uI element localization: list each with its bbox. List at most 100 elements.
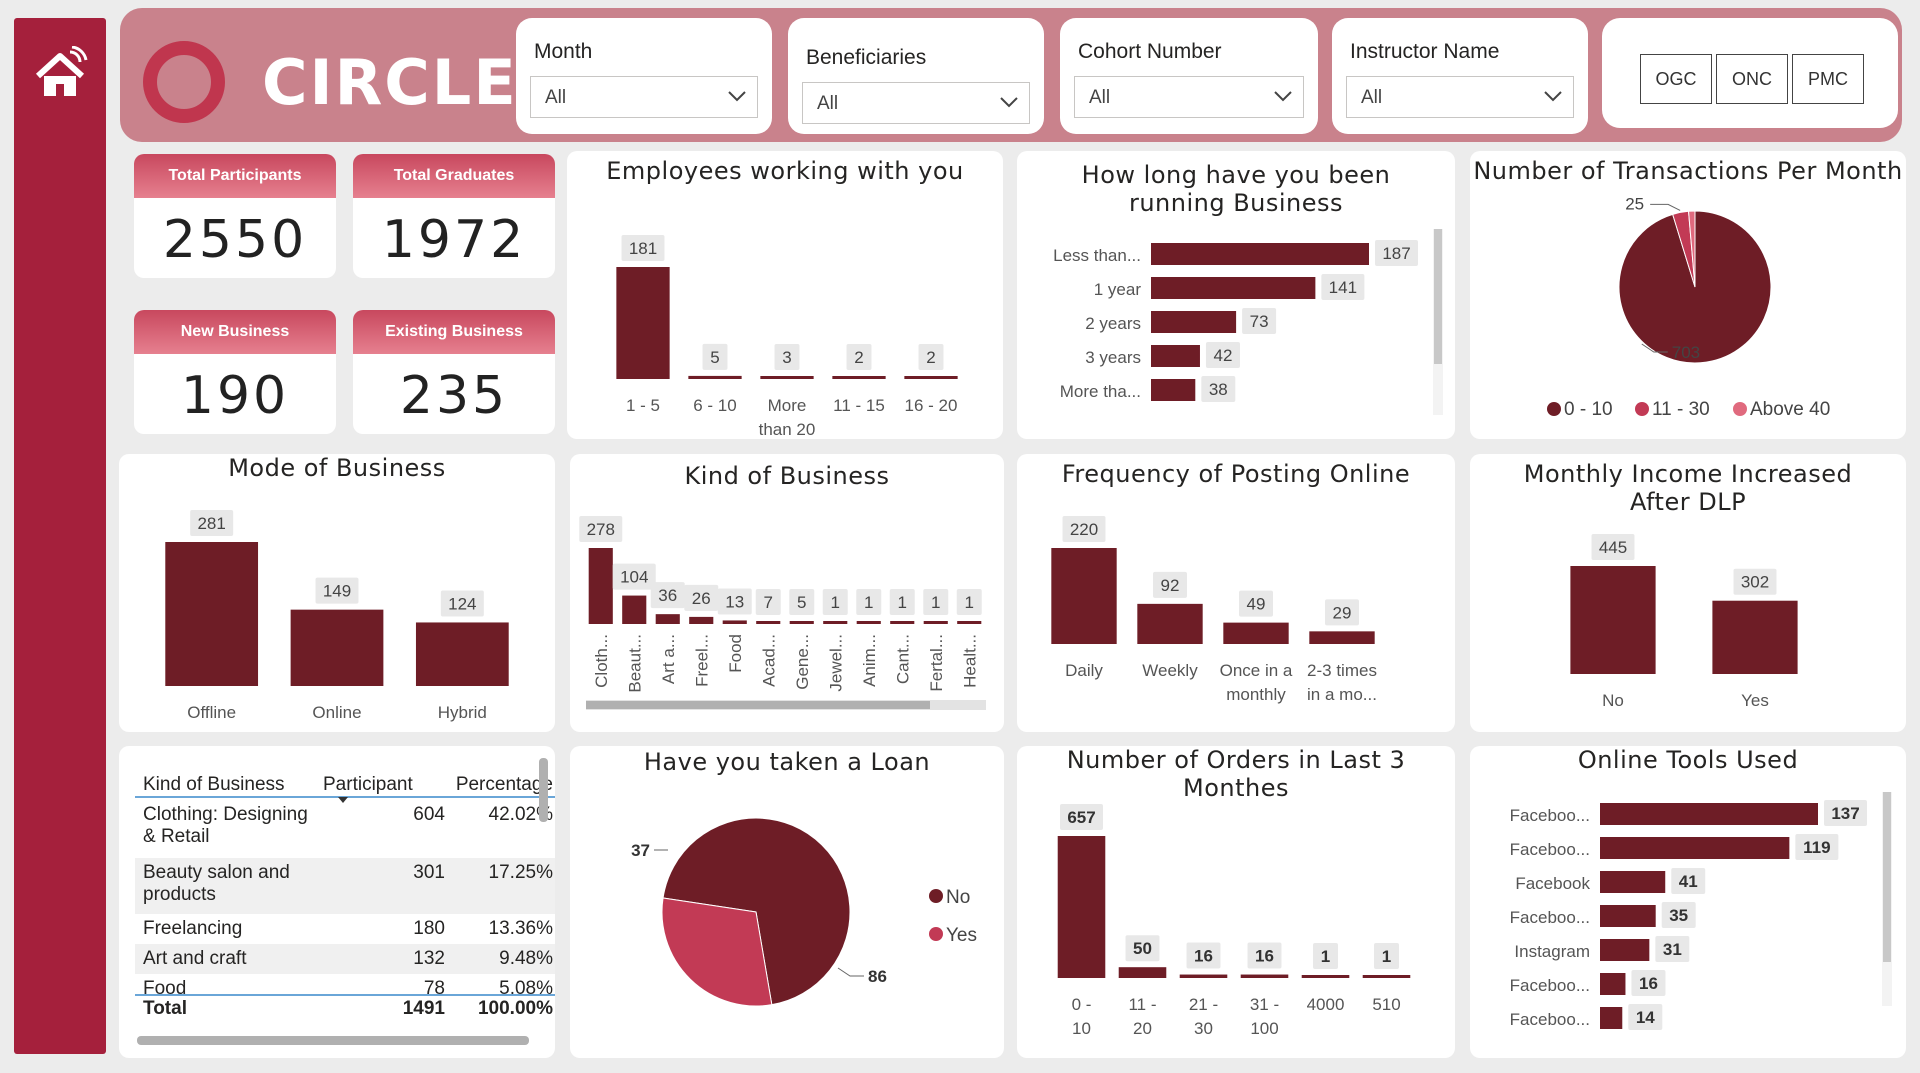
bar <box>1570 566 1656 674</box>
data-label: 50 <box>1133 939 1152 958</box>
dropdown-value: All <box>817 93 839 114</box>
tick-label: Gene... <box>793 634 812 690</box>
table-hscrollbar[interactable] <box>137 1036 529 1045</box>
circle-logo-icon <box>143 41 225 123</box>
data-label: 35 <box>1669 906 1688 925</box>
data-label: 1 <box>965 593 974 612</box>
kpi-total-participants: Total Participants 2550 <box>134 154 336 278</box>
tick-label: Online <box>312 703 361 722</box>
total-participant: 1491 <box>402 998 445 1019</box>
data-label: 16 <box>1639 974 1658 993</box>
data-label: 86 <box>868 967 887 986</box>
scrollbar-thumb[interactable] <box>1434 229 1442 364</box>
home-icon <box>35 45 88 96</box>
posting-frequency-chart: Frequency of Posting Online 220 Daily 92 We… <box>1017 454 1455 732</box>
tick-label: Faceboo... <box>1510 806 1590 825</box>
cohort-dropdown[interactable]: All <box>1074 76 1304 118</box>
tick-label: Healt... <box>960 634 979 688</box>
cell-percentage: 5.08% <box>499 978 553 996</box>
cell-kind: Beauty salon and products <box>143 862 290 905</box>
beneficiaries-dropdown[interactable]: All <box>802 82 1030 124</box>
data-label: 36 <box>658 586 677 605</box>
instructor-dropdown[interactable]: All <box>1346 76 1574 118</box>
logo-text: CIRCLE <box>262 46 518 119</box>
scrollbar-thumb[interactable] <box>1883 792 1891 962</box>
scrollbar[interactable] <box>1433 229 1443 415</box>
pie-slice <box>662 817 851 1006</box>
pmc-button[interactable]: PMC <box>1792 54 1864 104</box>
scrollbar[interactable] <box>1882 792 1892 1006</box>
onc-button[interactable]: ONC <box>1716 54 1788 104</box>
bar <box>1051 548 1117 644</box>
bar <box>904 376 958 379</box>
header-percentage[interactable]: Percentage <box>455 774 553 795</box>
tick-label: Offline <box>187 703 236 722</box>
tick-label: Cant... <box>893 634 912 684</box>
data-label-bg <box>1655 936 1690 962</box>
data-label: 37 <box>631 841 650 860</box>
data-label: 1 <box>898 593 907 612</box>
table-vscrollbar[interactable] <box>539 758 548 822</box>
table-row[interactable]: Art and craft 132 9.48% <box>135 944 555 974</box>
bar <box>1223 622 1289 644</box>
bar <box>1118 967 1167 978</box>
month-dropdown[interactable]: All <box>530 76 758 118</box>
table-row[interactable]: Clothing: Designing & Retail 604 42.02% <box>135 800 555 858</box>
home-button[interactable] <box>32 45 88 102</box>
bar <box>957 621 982 624</box>
dropdown-value: All <box>545 87 567 108</box>
data-label-bg <box>1631 970 1666 996</box>
orders-plot: 657 0 - 10 50 11 - 20 16 21 - 30 16 31 - 100 1 4000 1 5… <box>1057 804 1411 1038</box>
tick-label: Freel... <box>692 634 711 687</box>
data-label: 1 <box>831 593 840 612</box>
chart-title: How long have you been running Business <box>1081 161 1391 217</box>
table-row[interactable]: Food 78 5.08% <box>135 974 555 996</box>
scrollbar[interactable] <box>586 700 986 710</box>
scrollbar-thumb[interactable] <box>586 701 930 709</box>
chevron-down-icon <box>1544 91 1562 102</box>
data-label: 119 <box>1803 838 1830 857</box>
data-label: 187 <box>1382 244 1410 263</box>
tick-label: 4000 <box>1307 995 1345 1014</box>
total-label: Total <box>143 998 187 1019</box>
data-label: 1 <box>864 593 873 612</box>
income-chart: Monthly Income Increased After DLP 445 No… <box>1470 454 1906 732</box>
data-label-bg <box>1375 240 1418 266</box>
tick-label: 21 - <box>1189 995 1218 1014</box>
data-label: 73 <box>1250 312 1269 331</box>
data-label-bg <box>1628 1004 1663 1030</box>
cell-percentage: 9.48% <box>499 948 553 969</box>
tick-label: Acad... <box>759 634 778 687</box>
data-label-bg <box>684 584 719 611</box>
tick-label: 10 <box>1072 1019 1091 1038</box>
data-label: 104 <box>620 568 648 587</box>
header-participant[interactable]: Participant <box>323 774 413 795</box>
data-label: 2 <box>854 348 863 367</box>
table-row[interactable]: Beauty salon and products 301 17.25% <box>135 858 555 914</box>
data-label: 13 <box>725 592 744 611</box>
bar <box>588 548 613 624</box>
data-label-bg <box>822 589 848 615</box>
bar <box>1600 905 1656 927</box>
data-label-bg <box>1186 942 1221 969</box>
tick-label: Faceboo... <box>1510 840 1590 859</box>
tick-label: 0 - <box>1072 995 1092 1014</box>
ogc-button[interactable]: OGC <box>1640 54 1712 104</box>
data-label: 5 <box>797 593 806 612</box>
data-label: 5 <box>710 348 719 367</box>
bar <box>722 620 747 624</box>
bar <box>1137 603 1203 644</box>
table: Kind of Business Participant Percentage … <box>135 756 555 1024</box>
data-label: 657 <box>1067 808 1095 827</box>
header-kind[interactable]: Kind of Business <box>143 774 285 795</box>
tick-label: Once in a <box>1220 661 1293 680</box>
table-row[interactable]: Freelancing 180 13.36% <box>135 914 555 944</box>
kpi-value: 2550 <box>162 210 308 270</box>
slicer-cohort: Cohort Number All <box>1060 18 1318 134</box>
tick-label: Hybrid <box>438 703 487 722</box>
legend-label: No <box>946 887 970 908</box>
table-header: Kind of Business Participant Percentage <box>135 756 555 803</box>
data-label-bg <box>1247 942 1282 969</box>
kind-plot: 278 Cloth... 104 Beaut... 36 Art a... 26 Freel.… <box>579 516 982 693</box>
cell-kind: Freelancing <box>143 918 243 939</box>
